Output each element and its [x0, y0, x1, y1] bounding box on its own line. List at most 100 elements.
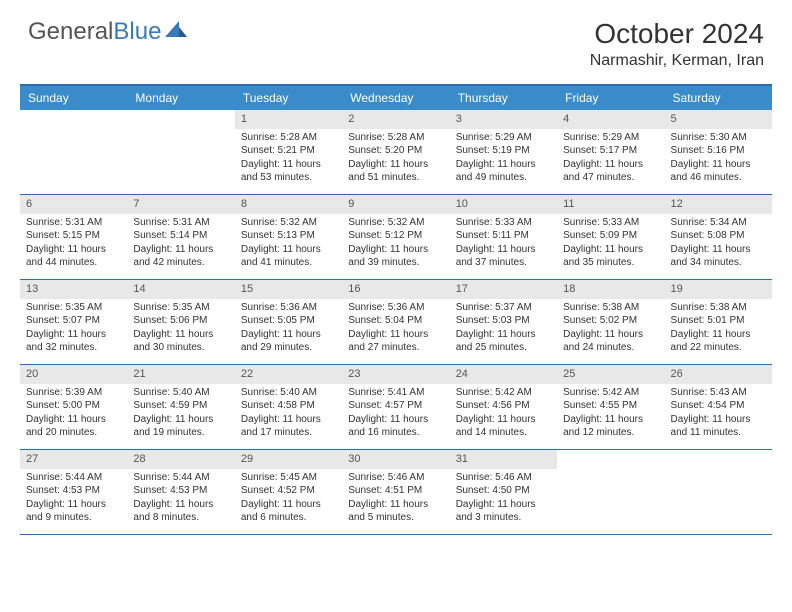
day-number: 20 — [20, 365, 127, 384]
sunrise-text: Sunrise: 5:29 AM — [563, 131, 658, 145]
day-cell: 7Sunrise: 5:31 AMSunset: 5:14 PMDaylight… — [127, 195, 234, 279]
sunrise-text: Sunrise: 5:40 AM — [133, 386, 228, 400]
daylight-text: Daylight: 11 hours and 44 minutes. — [26, 243, 121, 270]
weekday-header: Saturday — [665, 86, 772, 110]
sunset-text: Sunset: 5:05 PM — [241, 314, 336, 328]
day-cell: 8Sunrise: 5:32 AMSunset: 5:13 PMDaylight… — [235, 195, 342, 279]
sunrise-text: Sunrise: 5:35 AM — [133, 301, 228, 315]
day-number: 10 — [450, 195, 557, 214]
sunrise-text: Sunrise: 5:32 AM — [241, 216, 336, 230]
sunrise-text: Sunrise: 5:28 AM — [241, 131, 336, 145]
day-cell: 12Sunrise: 5:34 AMSunset: 5:08 PMDayligh… — [665, 195, 772, 279]
sunrise-text: Sunrise: 5:44 AM — [133, 471, 228, 485]
day-number: 24 — [450, 365, 557, 384]
weekday-header: Sunday — [20, 86, 127, 110]
sunset-text: Sunset: 5:09 PM — [563, 229, 658, 243]
day-cell: 6Sunrise: 5:31 AMSunset: 5:15 PMDaylight… — [20, 195, 127, 279]
day-cell: 15Sunrise: 5:36 AMSunset: 5:05 PMDayligh… — [235, 280, 342, 364]
daylight-text: Daylight: 11 hours and 41 minutes. — [241, 243, 336, 270]
sunrise-text: Sunrise: 5:35 AM — [26, 301, 121, 315]
daylight-text: Daylight: 11 hours and 29 minutes. — [241, 328, 336, 355]
day-body: Sunrise: 5:32 AMSunset: 5:12 PMDaylight:… — [342, 214, 449, 274]
day-cell: 23Sunrise: 5:41 AMSunset: 4:57 PMDayligh… — [342, 365, 449, 449]
sunset-text: Sunset: 4:54 PM — [671, 399, 766, 413]
day-cell — [20, 110, 127, 194]
sunrise-text: Sunrise: 5:42 AM — [563, 386, 658, 400]
daylight-text: Daylight: 11 hours and 14 minutes. — [456, 413, 551, 440]
day-cell — [127, 110, 234, 194]
day-body: Sunrise: 5:33 AMSunset: 5:11 PMDaylight:… — [450, 214, 557, 274]
sunrise-text: Sunrise: 5:29 AM — [456, 131, 551, 145]
sunrise-text: Sunrise: 5:39 AM — [26, 386, 121, 400]
sunset-text: Sunset: 4:53 PM — [26, 484, 121, 498]
daylight-text: Daylight: 11 hours and 6 minutes. — [241, 498, 336, 525]
day-body: Sunrise: 5:42 AMSunset: 4:56 PMDaylight:… — [450, 384, 557, 444]
daylight-text: Daylight: 11 hours and 53 minutes. — [241, 158, 336, 185]
day-number: 2 — [342, 110, 449, 129]
day-body: Sunrise: 5:29 AMSunset: 5:19 PMDaylight:… — [450, 129, 557, 189]
day-cell: 24Sunrise: 5:42 AMSunset: 4:56 PMDayligh… — [450, 365, 557, 449]
sunset-text: Sunset: 5:02 PM — [563, 314, 658, 328]
sunset-text: Sunset: 4:57 PM — [348, 399, 443, 413]
day-number: 8 — [235, 195, 342, 214]
day-cell: 5Sunrise: 5:30 AMSunset: 5:16 PMDaylight… — [665, 110, 772, 194]
day-cell: 4Sunrise: 5:29 AMSunset: 5:17 PMDaylight… — [557, 110, 664, 194]
day-body: Sunrise: 5:34 AMSunset: 5:08 PMDaylight:… — [665, 214, 772, 274]
sunrise-text: Sunrise: 5:40 AM — [241, 386, 336, 400]
day-cell: 19Sunrise: 5:38 AMSunset: 5:01 PMDayligh… — [665, 280, 772, 364]
sunset-text: Sunset: 5:01 PM — [671, 314, 766, 328]
sunrise-text: Sunrise: 5:43 AM — [671, 386, 766, 400]
sunrise-text: Sunrise: 5:46 AM — [348, 471, 443, 485]
weekday-header: Monday — [127, 86, 234, 110]
sunrise-text: Sunrise: 5:31 AM — [133, 216, 228, 230]
sunrise-text: Sunrise: 5:46 AM — [456, 471, 551, 485]
day-body: Sunrise: 5:38 AMSunset: 5:02 PMDaylight:… — [557, 299, 664, 359]
day-cell: 10Sunrise: 5:33 AMSunset: 5:11 PMDayligh… — [450, 195, 557, 279]
page-header: GeneralBlue October 2024 Narmashir, Kerm… — [0, 0, 792, 76]
sunset-text: Sunset: 5:14 PM — [133, 229, 228, 243]
weekday-header-row: SundayMondayTuesdayWednesdayThursdayFrid… — [20, 86, 772, 110]
calendar: SundayMondayTuesdayWednesdayThursdayFrid… — [20, 84, 772, 535]
day-cell — [665, 450, 772, 534]
day-body: Sunrise: 5:30 AMSunset: 5:16 PMDaylight:… — [665, 129, 772, 189]
day-number: 9 — [342, 195, 449, 214]
day-body: Sunrise: 5:43 AMSunset: 4:54 PMDaylight:… — [665, 384, 772, 444]
daylight-text: Daylight: 11 hours and 32 minutes. — [26, 328, 121, 355]
day-number: 13 — [20, 280, 127, 299]
day-cell: 22Sunrise: 5:40 AMSunset: 4:58 PMDayligh… — [235, 365, 342, 449]
day-body: Sunrise: 5:31 AMSunset: 5:15 PMDaylight:… — [20, 214, 127, 274]
sunrise-text: Sunrise: 5:37 AM — [456, 301, 551, 315]
day-number: 12 — [665, 195, 772, 214]
day-cell: 21Sunrise: 5:40 AMSunset: 4:59 PMDayligh… — [127, 365, 234, 449]
sunrise-text: Sunrise: 5:38 AM — [671, 301, 766, 315]
daylight-text: Daylight: 11 hours and 51 minutes. — [348, 158, 443, 185]
sunset-text: Sunset: 4:55 PM — [563, 399, 658, 413]
sunset-text: Sunset: 5:00 PM — [26, 399, 121, 413]
title-block: October 2024 Narmashir, Kerman, Iran — [590, 18, 764, 70]
daylight-text: Daylight: 11 hours and 30 minutes. — [133, 328, 228, 355]
day-cell: 1Sunrise: 5:28 AMSunset: 5:21 PMDaylight… — [235, 110, 342, 194]
day-body: Sunrise: 5:36 AMSunset: 5:05 PMDaylight:… — [235, 299, 342, 359]
day-cell: 17Sunrise: 5:37 AMSunset: 5:03 PMDayligh… — [450, 280, 557, 364]
sunset-text: Sunset: 5:21 PM — [241, 144, 336, 158]
day-cell: 26Sunrise: 5:43 AMSunset: 4:54 PMDayligh… — [665, 365, 772, 449]
sunrise-text: Sunrise: 5:34 AM — [671, 216, 766, 230]
daylight-text: Daylight: 11 hours and 39 minutes. — [348, 243, 443, 270]
weekday-header: Thursday — [450, 86, 557, 110]
day-number: 5 — [665, 110, 772, 129]
day-number: 31 — [450, 450, 557, 469]
sunset-text: Sunset: 5:15 PM — [26, 229, 121, 243]
daylight-text: Daylight: 11 hours and 17 minutes. — [241, 413, 336, 440]
weekday-header: Wednesday — [342, 86, 449, 110]
daylight-text: Daylight: 11 hours and 12 minutes. — [563, 413, 658, 440]
sunrise-text: Sunrise: 5:44 AM — [26, 471, 121, 485]
sunset-text: Sunset: 5:08 PM — [671, 229, 766, 243]
day-number: 28 — [127, 450, 234, 469]
day-cell: 29Sunrise: 5:45 AMSunset: 4:52 PMDayligh… — [235, 450, 342, 534]
month-title: October 2024 — [590, 18, 764, 50]
sunset-text: Sunset: 5:07 PM — [26, 314, 121, 328]
day-cell: 11Sunrise: 5:33 AMSunset: 5:09 PMDayligh… — [557, 195, 664, 279]
day-body: Sunrise: 5:35 AMSunset: 5:07 PMDaylight:… — [20, 299, 127, 359]
daylight-text: Daylight: 11 hours and 22 minutes. — [671, 328, 766, 355]
day-body: Sunrise: 5:32 AMSunset: 5:13 PMDaylight:… — [235, 214, 342, 274]
